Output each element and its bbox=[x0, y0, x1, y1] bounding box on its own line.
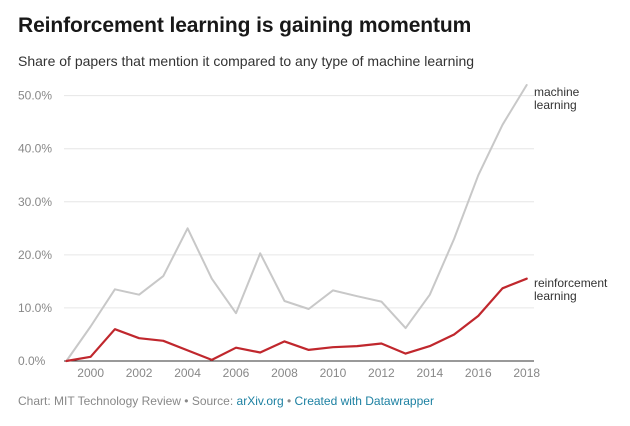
chart-subtitle: Share of papers that mention it compared… bbox=[18, 53, 475, 69]
x-tick-label: 2004 bbox=[174, 366, 201, 380]
y-tick-label: 40.0% bbox=[18, 142, 52, 156]
y-tick-label: 50.0% bbox=[18, 89, 52, 103]
x-tick-label: 2014 bbox=[416, 366, 443, 380]
x-axis-ticks: 2000 2002 2004 2006 2008 2010 2012 2014 2016 2018 bbox=[77, 366, 540, 380]
x-tick-label: 2012 bbox=[368, 366, 395, 380]
reinforcement-learning-label: reinforcement bbox=[534, 276, 608, 290]
chart-footer: Chart: MIT Technology Review • Source: a… bbox=[18, 394, 434, 408]
x-tick-label: 2006 bbox=[223, 366, 250, 380]
x-tick-label: 2010 bbox=[320, 366, 347, 380]
x-tick-label: 2000 bbox=[77, 366, 104, 380]
machine-learning-label: learning bbox=[534, 98, 577, 112]
x-tick-label: 2008 bbox=[271, 366, 298, 380]
series-lines bbox=[65, 84, 528, 363]
machine-learning-label: machine bbox=[534, 85, 580, 99]
x-tick-label: 2002 bbox=[126, 366, 153, 380]
y-tick-label: 20.0% bbox=[18, 248, 52, 262]
y-tick-label: 30.0% bbox=[18, 195, 52, 209]
chart-title: Reinforcement learning is gaining moment… bbox=[18, 14, 472, 37]
reinforcement-learning-line bbox=[65, 277, 528, 363]
x-tick-label: 2018 bbox=[513, 366, 540, 380]
machine-learning-line bbox=[65, 84, 528, 362]
datawrapper-link[interactable]: Created with Datawrapper bbox=[294, 394, 434, 408]
footer-separator: • bbox=[283, 394, 295, 408]
source-link[interactable]: arXiv.org bbox=[236, 394, 284, 408]
y-tick-label: 0.0% bbox=[18, 354, 46, 368]
x-tick-label: 2016 bbox=[465, 366, 492, 380]
y-tick-label: 10.0% bbox=[18, 301, 52, 315]
y-axis-ticks: 0.0% 10.0% 20.0% 30.0% 40.0% 50.0% bbox=[18, 89, 52, 368]
reinforcement-learning-label: learning bbox=[534, 289, 577, 303]
footer-credit: Chart: MIT Technology Review • Source: bbox=[18, 394, 237, 408]
gridlines bbox=[64, 95, 534, 362]
